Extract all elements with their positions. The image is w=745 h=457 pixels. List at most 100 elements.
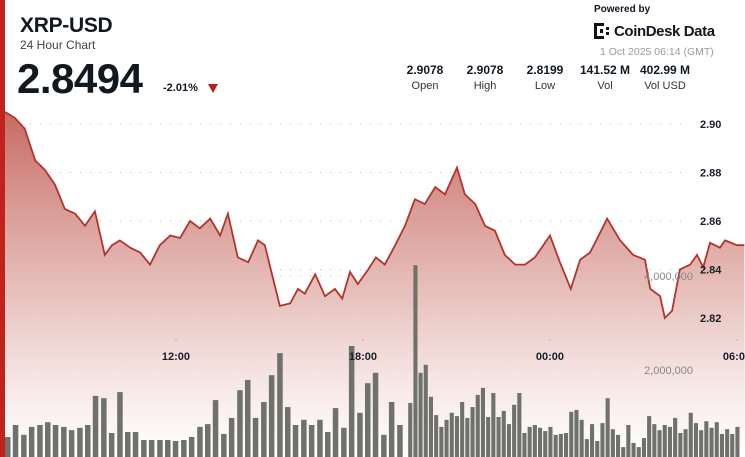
volume-bar [667,426,672,457]
chart-subtitle: 24 Hour Chart [20,38,96,52]
x-tick-label: 18:00 [349,351,377,363]
volume-bar [725,429,730,457]
volume-bar [245,379,251,457]
brand-name: CoinDesk Data [614,22,715,40]
volume-bar [61,426,67,457]
volume-bar [626,425,631,457]
symbol-title: XRP-USD [20,14,113,37]
volume-bar [277,353,283,457]
powered-by-label: Powered by [594,4,651,15]
volume-bar [52,425,59,457]
volume-bar [285,407,291,457]
volume-bar [37,425,43,457]
volume-bar [590,424,595,457]
volume-bar [181,440,187,457]
volume-bar [205,424,211,457]
volume-bar [261,402,267,457]
volume-bar [85,425,91,457]
stat-open: 2.9078 Open [395,63,455,92]
volume-bar [77,427,83,457]
volume-bar [631,442,636,457]
volume-bar [428,396,433,457]
stat-value: 2.9078 [466,63,504,77]
volume-bar [610,429,615,457]
volume-bar [165,440,171,457]
volume-bar [365,383,371,457]
stat-vol: 141.52 M Vol [575,63,635,92]
volume-bar [579,419,584,457]
volume-bar [141,440,147,457]
volume-bar [341,427,347,457]
volume-bar [693,423,698,457]
volume-bar [512,404,517,457]
volume-bar [454,416,459,457]
volume-bar [418,372,423,457]
volume-bar [332,408,339,457]
volume-bar [657,430,662,457]
volume-tick-label: 2,000,000 [644,365,693,377]
volume-bar [662,425,667,457]
volume-bar [548,426,553,457]
price-tick-label: 2.88 [700,168,721,180]
volume-bar [475,394,480,457]
volume-bar [125,432,131,457]
volume-bar [148,440,155,457]
volume-bar [501,410,506,457]
volume-bar [132,432,139,457]
stat-value: 2.8199 [526,63,564,77]
volume-bar [709,427,714,457]
volume-bar [641,438,646,457]
volume-bar [683,429,688,457]
stat-low: 2.8199 Low [515,63,575,92]
volume-bar [673,417,678,457]
volume-bar [621,447,626,457]
volume-bar [465,417,470,457]
volume-bar [325,432,331,457]
down-triangle-icon [208,84,218,93]
current-price: 2.8494 [17,55,143,102]
coindesk-logo: CoinDesk Data [593,22,715,40]
volume-bar [449,412,454,457]
volume-bar [444,419,449,457]
stat-label: Open [411,80,439,92]
stat-label: Low [534,80,556,92]
volume-bar [543,431,548,457]
volume-bar [595,441,600,457]
volume-bar [699,430,704,457]
volume-bar [372,372,379,457]
volume-bar [12,425,19,457]
volume-bar [197,426,203,457]
volume-bar [408,402,413,457]
volume-bar [423,364,428,457]
stat-label: High [473,80,497,92]
volume-bar [357,412,363,457]
volume-bar [522,433,527,457]
stat-vol-usd: 402.99 M Vol USD [635,63,695,92]
price-change: -2.01% [163,82,198,94]
volume-bar [237,390,243,457]
volume-bar [470,407,475,457]
volume-bar [605,398,610,457]
accent-bar [0,0,5,457]
volume-bar [117,392,123,457]
volume-bar [381,434,387,457]
volume-bar [301,419,307,457]
price-tick-label: 2.84 [700,265,722,277]
stat-value: 2.9078 [406,63,444,77]
volume-bar [21,434,27,457]
price-tick-label: 2.86 [700,216,721,228]
volume-bar [730,433,735,457]
volume-bar [480,387,485,457]
volume-bar [527,426,532,457]
price-tick-label: 2.90 [700,119,721,131]
volume-bar [28,426,35,457]
volume-bar [268,375,275,457]
volume-bar [574,409,579,457]
volume-bar [600,423,605,457]
volume-bar [5,437,11,457]
stat-high: 2.9078 High [455,63,515,92]
x-tick-label: 00:00 [536,351,564,363]
price-tick-label: 2.82 [700,313,721,325]
volume-bar [647,416,652,457]
